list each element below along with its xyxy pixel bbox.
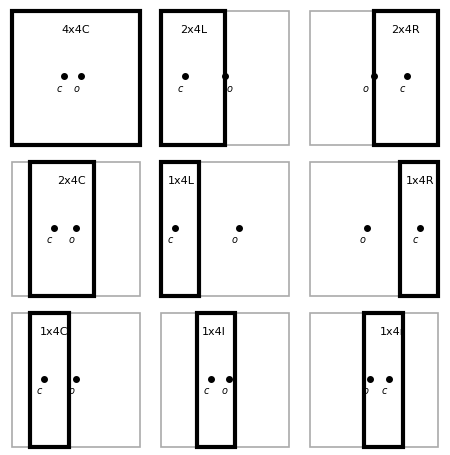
Bar (161, 11, 225, 145)
Text: $c$: $c$ (203, 386, 210, 396)
Text: 2x4C: 2x4C (57, 176, 86, 186)
Text: $c$: $c$ (177, 84, 184, 94)
Text: 2x4L: 2x4L (180, 25, 207, 35)
Bar (30, 313, 68, 447)
Text: $o$: $o$ (68, 235, 75, 245)
Text: $c$: $c$ (46, 235, 54, 245)
Text: 4x4C: 4x4C (61, 25, 90, 35)
Text: $o$: $o$ (231, 235, 239, 245)
Text: $c$: $c$ (412, 235, 419, 245)
Bar (364, 313, 403, 447)
Text: 1x4C: 1x4C (40, 327, 68, 337)
Text: $o$: $o$ (221, 386, 229, 396)
Bar (161, 162, 199, 296)
Text: $c$: $c$ (36, 386, 44, 396)
Text: $o$: $o$ (362, 84, 369, 94)
Text: $o$: $o$ (362, 386, 369, 396)
Bar (197, 313, 235, 447)
Text: 1x4L: 1x4L (167, 176, 194, 186)
Text: 1x4l: 1x4l (202, 327, 225, 337)
Text: $o$: $o$ (68, 386, 75, 396)
Text: 2x4R: 2x4R (392, 25, 420, 35)
Bar (400, 162, 438, 296)
Text: $c$: $c$ (56, 84, 63, 94)
Bar (374, 11, 438, 145)
Bar (30, 162, 94, 296)
Text: 1x4r: 1x4r (380, 327, 405, 337)
Text: $o$: $o$ (73, 84, 81, 94)
Text: 1x4R: 1x4R (405, 176, 434, 186)
Text: $o$: $o$ (225, 84, 233, 94)
Text: $c$: $c$ (167, 235, 175, 245)
Text: $o$: $o$ (359, 235, 367, 245)
Text: $c$: $c$ (381, 386, 388, 396)
Text: $c$: $c$ (399, 84, 406, 94)
